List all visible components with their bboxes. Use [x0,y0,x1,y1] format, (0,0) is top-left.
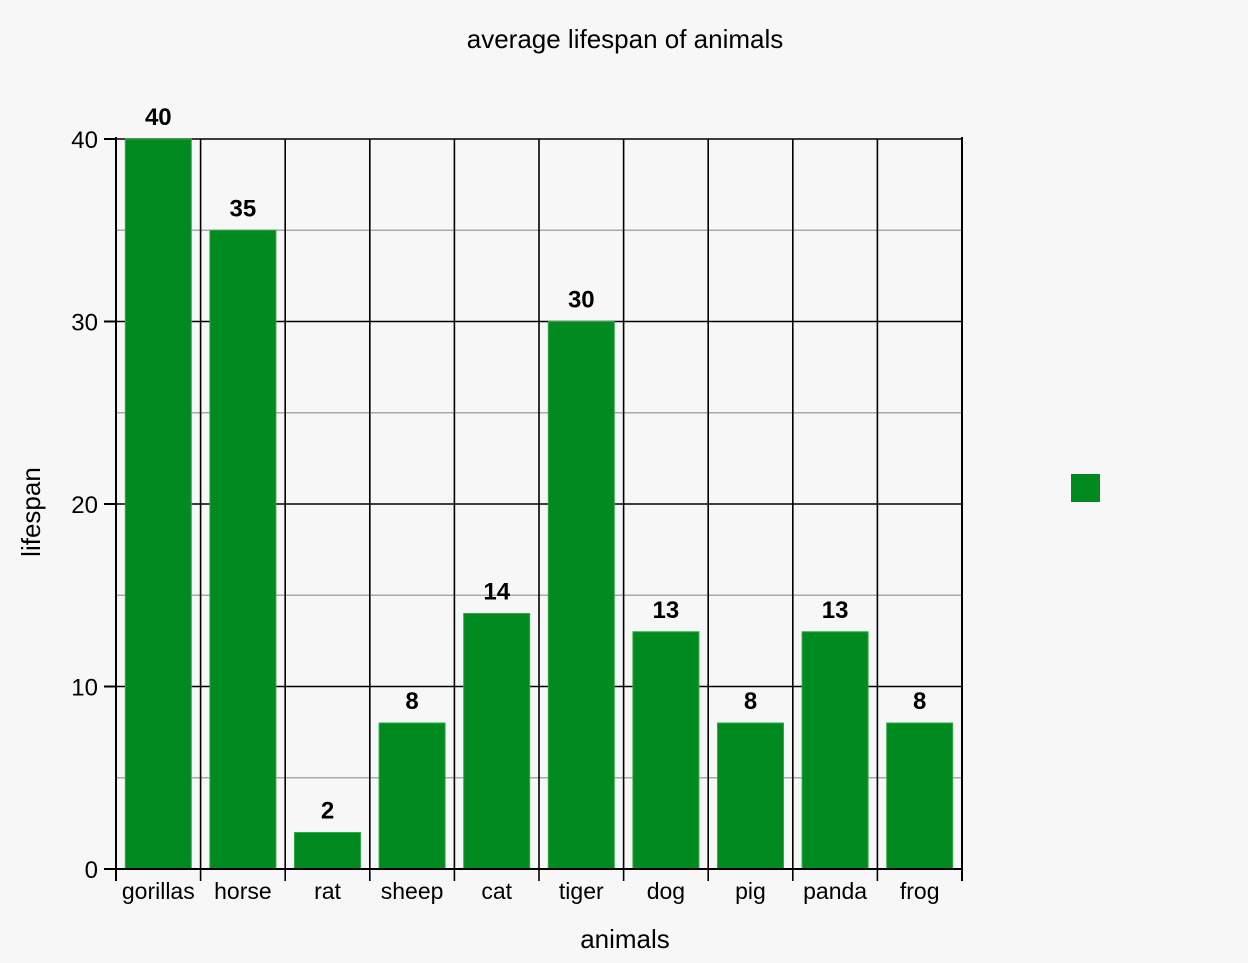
labels: 40 gorillas 35 horse 2 rat 8 sheep 14 cat 30 tiger 1… [71,104,939,904]
bar-dog [632,631,700,870]
bar-tiger [547,321,615,870]
x-tick-label-gorillas: gorillas [122,878,195,904]
bar-sheep [378,722,446,870]
bar-rat [294,832,361,870]
chart-title: average lifespan of animals [467,24,784,54]
data-label-cat: 14 [483,579,510,606]
bar-frog [886,722,954,870]
x-tick-label-pig: pig [735,878,766,904]
bar-horse [209,229,277,870]
x-tick-label-frog: frog [900,878,940,904]
data-label-panda: 13 [822,597,849,624]
axes [104,137,963,881]
data-label-frog: 8 [913,688,926,715]
data-label-rat: 2 [321,798,334,825]
y-tick-label-20: 20 [71,492,98,519]
y-tick-label-10: 10 [71,675,98,702]
bar-panda [801,631,869,870]
x-tick-label-panda: panda [803,878,867,904]
bar-cat [463,613,531,870]
x-tick-label-rat: rat [314,878,341,904]
x-axis-title: animals [580,924,670,954]
bars [124,138,954,870]
y-tick-label-40: 40 [71,127,98,154]
data-label-dog: 13 [653,597,680,624]
data-label-gorillas: 40 [145,104,172,131]
bar-gorillas [124,138,192,870]
x-tick-label-dog: dog [647,878,685,904]
y-tick-label-30: 30 [71,310,98,337]
legend-swatch [1071,474,1100,502]
y-axis-title: lifespan [16,467,46,557]
data-label-tiger: 30 [568,287,595,314]
x-tick-label-horse: horse [214,878,272,904]
data-label-pig: 8 [744,688,757,715]
x-tick-label-cat: cat [481,878,512,904]
data-label-horse: 35 [230,195,257,222]
x-tick-label-tiger: tiger [559,878,604,904]
y-tick-label-0: 0 [85,857,98,884]
bar-pig [717,722,784,870]
data-label-sheep: 8 [405,688,418,715]
x-tick-label-sheep: sheep [381,878,444,904]
